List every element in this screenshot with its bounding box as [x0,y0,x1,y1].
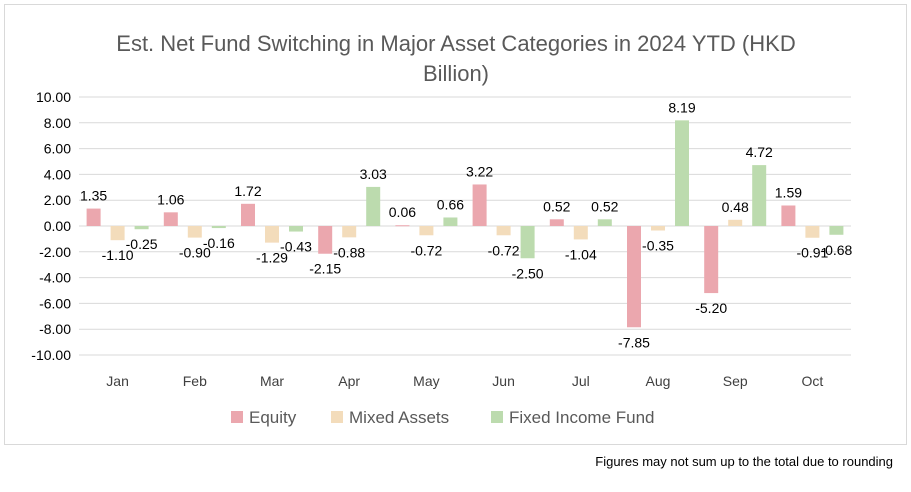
y-tick-label: 4.00 [44,166,71,182]
y-tick-label: -10.00 [31,347,71,363]
data-label: 1.59 [775,184,802,200]
x-tick-label: Mar [260,373,284,389]
data-label: -0.35 [642,238,674,254]
bar-mixed-assets-apr [342,226,357,238]
x-tick-label: Sep [723,373,748,389]
bar-fixed-income-fund-jul [597,219,612,226]
data-label: 0.06 [389,204,416,220]
bar-mixed-assets-oct [805,226,820,238]
bar-fixed-income-fund-jan [134,226,149,230]
bar-fixed-income-fund-apr [366,186,381,226]
data-label: -2.50 [512,265,544,281]
x-tick-label: Jan [106,373,129,389]
data-label: -0.90 [179,245,211,261]
data-label: 0.48 [722,199,749,215]
data-label: 1.06 [157,191,184,207]
data-label: 3.22 [466,163,493,179]
bar-mixed-assets-jun [496,226,511,236]
data-label: -1.04 [565,246,597,262]
legend-swatch [231,411,243,423]
footnote: Figures may not sum up to the total due … [595,454,893,469]
data-label: -0.72 [410,242,442,258]
bar-equity-aug [627,226,641,328]
bar-mixed-assets-mar [265,226,279,243]
x-tick-label: Feb [183,373,207,389]
bar-equity-sep [704,226,719,294]
bar-equity-oct [781,205,796,226]
bar-fixed-income-fund-may [443,217,458,226]
legend-swatch [331,411,343,423]
data-label: 0.66 [437,196,464,212]
data-label: -0.68 [820,242,852,258]
x-tick-label: Jul [572,373,590,389]
bar-fixed-income-fund-aug [675,120,689,226]
x-tick-label: May [413,373,439,389]
bar-mixed-assets-jan [110,226,125,241]
y-tick-label: -8.00 [39,321,71,337]
bar-mixed-assets-feb [187,226,202,238]
legend-label: Fixed Income Fund [509,408,655,427]
bar-mixed-assets-jul [573,226,588,240]
data-label: 4.72 [746,144,773,160]
chart-frame: Est. Net Fund Switching in Major Asset C… [4,4,907,445]
y-tick-label: -2.00 [39,244,71,260]
x-tick-label: Oct [802,373,824,389]
x-tick-label: Jun [492,373,515,389]
legend-swatch [491,411,503,423]
bar-fixed-income-fund-sep [752,165,767,226]
legend-label: Equity [249,408,297,427]
y-tick-label: 10.00 [36,89,71,105]
x-tick-label: Apr [338,373,360,389]
bar-fixed-income-fund-mar [289,226,303,232]
data-label: 3.03 [360,166,387,182]
chart-title-line: Est. Net Fund Switching in Major Asset C… [116,31,795,56]
bar-equity-mar [241,203,255,226]
data-label: -2.15 [309,261,341,277]
bar-mixed-assets-may [419,226,434,236]
y-tick-label: -6.00 [39,295,71,311]
bar-mixed-assets-aug [651,226,665,231]
data-label: 0.52 [591,198,618,214]
data-label: -0.88 [333,244,365,260]
chart-title-line: Billion) [423,61,489,86]
data-label: -5.20 [695,300,727,316]
y-tick-label: 8.00 [44,115,71,131]
bar-equity-feb [163,212,178,226]
data-label: -1.10 [102,247,134,263]
data-label: -0.72 [488,242,520,258]
data-label: -0.43 [280,239,312,255]
legend-label: Mixed Assets [349,408,449,427]
bar-fixed-income-fund-oct [829,226,844,235]
y-tick-label: 6.00 [44,141,71,157]
data-label: -0.91 [796,245,828,261]
data-label: 1.35 [80,188,107,204]
data-label: -0.16 [203,235,235,251]
bar-equity-jan [86,208,101,226]
bar-equity-jul [549,219,564,226]
bar-chart: Est. Net Fund Switching in Major Asset C… [31,31,852,427]
data-label: 1.72 [234,183,261,199]
bar-mixed-assets-sep [728,219,743,226]
y-tick-label: 0.00 [44,218,71,234]
data-label: -1.29 [256,250,288,266]
data-label: 8.19 [668,99,695,115]
bar-equity-jun [472,184,487,226]
y-tick-label: -4.00 [39,270,71,286]
data-label: 0.52 [543,198,570,214]
data-label: -7.85 [618,334,650,350]
bar-fixed-income-fund-jun [520,226,535,259]
x-tick-label: Aug [646,373,671,389]
bar-equity-may [395,225,410,227]
bar-equity-apr [318,226,333,254]
y-tick-label: 2.00 [44,192,71,208]
data-label: -0.25 [126,236,158,252]
bar-fixed-income-fund-feb [211,226,226,229]
